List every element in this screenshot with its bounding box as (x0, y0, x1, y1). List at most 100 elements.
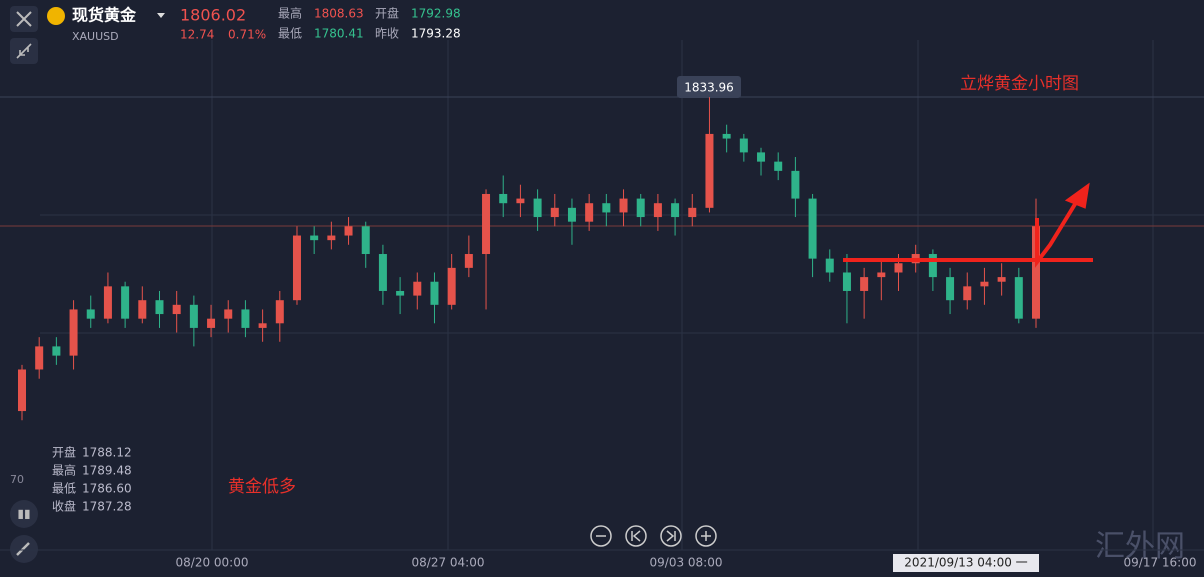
candle-body (310, 235, 319, 241)
ohlc-label: 最低 (52, 482, 76, 496)
plus-icon (701, 531, 711, 541)
candle-body (172, 304, 181, 315)
candle-body (688, 207, 697, 218)
candle-body (430, 281, 439, 305)
candle-body (860, 277, 869, 291)
candle-body (894, 263, 903, 273)
ohlc-panel: 开盘 1788.12 最高 1789.48 最低 1786.60 收盘 1787… (52, 445, 132, 514)
candle-body (52, 346, 61, 356)
candle-body (482, 193, 491, 255)
candle-body (361, 226, 370, 255)
arrow-head (1064, 182, 1090, 209)
candle-body (757, 152, 766, 162)
candle-body (825, 258, 834, 273)
indicator-button[interactable] (10, 500, 38, 528)
candle-body (138, 300, 147, 319)
candle-body (980, 281, 989, 287)
candle-body (327, 235, 336, 241)
crosshair-time-box (893, 554, 1039, 572)
candle-body (344, 226, 353, 236)
x-tick-label: 08/20 00:00 (176, 556, 249, 570)
symbol: 现货黄金 (72, 6, 137, 25)
ohlc-label: 开盘 (52, 445, 76, 460)
candle-body (533, 198, 542, 218)
candle-body (224, 309, 233, 319)
zoom-in-button[interactable] (695, 525, 717, 547)
candle-body (189, 304, 198, 328)
candle-body (946, 277, 955, 301)
candle-body (619, 198, 628, 213)
dropdown-arrow[interactable] (157, 13, 165, 18)
candle-body (1032, 226, 1040, 319)
candle-body (292, 235, 301, 301)
collapse-icon (16, 43, 32, 59)
watermark: 汇外网 (1095, 529, 1185, 564)
candle-body (963, 286, 972, 301)
candle-body (567, 207, 576, 222)
candle-body (997, 277, 1006, 282)
x-tick-label: 08/27 04:00 (412, 556, 485, 570)
ohlc-label: 收盘 (52, 499, 76, 514)
price-change: 12.74 (180, 28, 214, 42)
prev-button[interactable] (625, 525, 647, 547)
candle-body (499, 193, 508, 204)
candle-body (35, 346, 44, 370)
candle-body (396, 290, 405, 296)
candle-body (69, 309, 78, 356)
annotation-note: 黄金低多 (228, 477, 296, 497)
stat-label: 昨收 (375, 27, 399, 41)
candle-body (121, 286, 130, 319)
stat-label: 最低 (278, 27, 302, 41)
candle-body (774, 161, 783, 171)
candle-body (653, 203, 662, 218)
ohlc-value: 1786.60 (82, 482, 132, 496)
candle-body (258, 323, 267, 328)
symbol-code: XAUUSD (72, 30, 119, 43)
ohlc-value: 1788.12 (82, 446, 132, 460)
candle-body (516, 198, 525, 204)
arrow-path (1035, 194, 1082, 268)
x-tick-label: 09/17 16:00 (1124, 556, 1197, 570)
candle-body (602, 203, 611, 213)
candle-body (447, 267, 456, 305)
stat-value: 1808.63 (314, 7, 364, 21)
pen-icon (16, 542, 30, 556)
zoom-out-button[interactable] (590, 525, 612, 547)
candle-body (241, 309, 250, 328)
candle-body (413, 281, 422, 296)
next-button[interactable] (660, 525, 682, 547)
stat-value: 1793.28 (411, 27, 461, 41)
gold-icon (47, 7, 65, 25)
controls (590, 525, 717, 547)
price: 1806.02 (180, 6, 246, 25)
y-axis-label: 70 (10, 473, 24, 486)
candle-body (705, 133, 714, 208)
candle-body (671, 203, 680, 218)
candle-body (378, 254, 387, 291)
candle-body (928, 254, 937, 278)
candle-body (275, 300, 284, 324)
candle-body (722, 133, 731, 139)
prev-icon (631, 530, 641, 542)
candles (18, 97, 1040, 421)
candle-body (18, 369, 26, 412)
peak-label: 1833.96 (684, 81, 734, 95)
candle-body (739, 138, 748, 153)
indicator-icon: ▮▮ (17, 507, 30, 521)
candle-body (791, 170, 800, 199)
candle-body (86, 309, 95, 319)
candle-body (207, 318, 216, 328)
ohlc-value: 1787.28 (82, 500, 132, 514)
candle-body (842, 272, 851, 291)
ohlc-label: 最高 (52, 463, 76, 478)
candle-body (808, 198, 817, 259)
candle-body (550, 207, 559, 218)
stat-label: 最高 (278, 6, 302, 21)
stat-label: 开盘 (375, 6, 399, 21)
ohlc-value: 1789.48 (82, 464, 132, 478)
crosshair-time: 2021/09/13 04:00 一 (904, 556, 1027, 570)
candle-body (636, 198, 645, 218)
annotation-title: 立烨黄金小时图 (960, 74, 1079, 94)
next-icon (666, 530, 676, 542)
